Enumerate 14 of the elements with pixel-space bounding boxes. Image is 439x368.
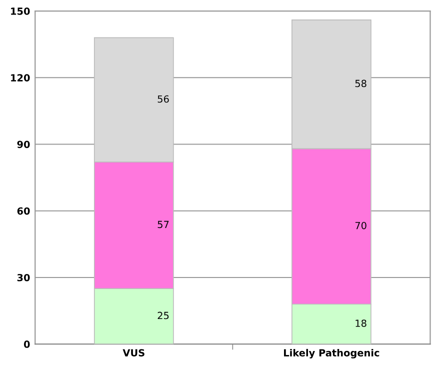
data-label: 70 bbox=[355, 222, 366, 230]
y-tick-label: 30 bbox=[17, 274, 30, 282]
x-tick-label: VUS bbox=[122, 349, 144, 356]
y-tick-label: 90 bbox=[17, 140, 30, 148]
data-label: 18 bbox=[356, 320, 366, 327]
data-label: 56 bbox=[158, 95, 169, 103]
x-tick-label: Likely Pathogenic bbox=[284, 348, 380, 358]
data-label: 57 bbox=[158, 220, 169, 228]
y-tick-label: 0 bbox=[24, 340, 30, 348]
y-tick-label: 150 bbox=[11, 8, 30, 15]
data-label: 25 bbox=[158, 312, 169, 320]
y-tick-label: 120 bbox=[11, 74, 30, 82]
y-tick-label: 60 bbox=[17, 207, 30, 215]
data-label: 58 bbox=[355, 80, 366, 88]
